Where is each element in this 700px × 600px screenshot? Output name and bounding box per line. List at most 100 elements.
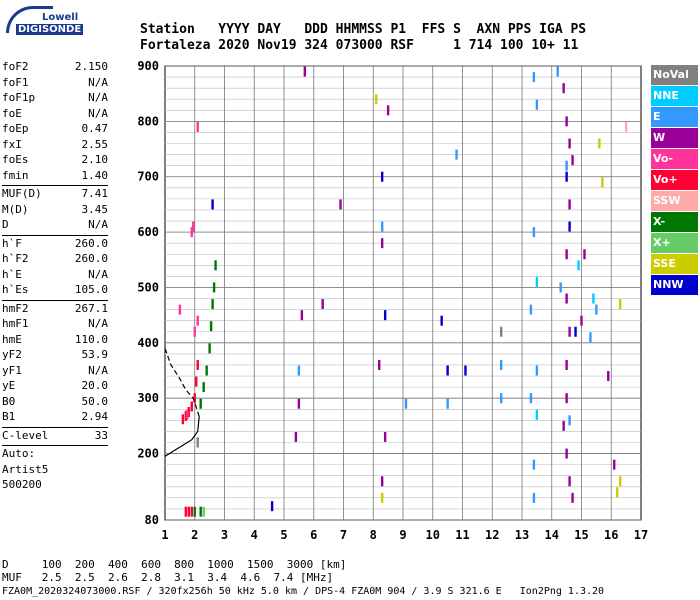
data-point-e — [532, 72, 536, 83]
y-tick-label: 80 — [145, 513, 159, 527]
data-marks — [178, 66, 628, 517]
data-point-x — [208, 343, 211, 354]
legend-item-noval: NoVal — [651, 65, 698, 85]
y-tick-label: 400 — [137, 336, 159, 350]
data-point-w — [297, 398, 301, 409]
data-point-w — [565, 293, 568, 304]
data-point-e — [455, 149, 458, 160]
data-point-w — [568, 199, 571, 210]
footer-file-info: FZA0M_2020324073000.RSF / 320fx256h 50 k… — [2, 586, 605, 597]
param-row: yF1 N/A — [2, 364, 108, 380]
data-point-e — [499, 393, 503, 404]
data-point-vo — [181, 414, 185, 425]
data-point-e — [595, 304, 598, 315]
param-value: N/A — [88, 317, 108, 330]
x-tick-label: 16 — [604, 528, 618, 542]
data-point-nnw — [568, 221, 571, 232]
param-row: B1 2.94 — [2, 410, 108, 426]
data-point-vo — [190, 227, 193, 238]
data-point-sse — [380, 492, 384, 503]
param-value: 3.45 — [81, 202, 109, 216]
data-point-e — [532, 227, 536, 238]
x-tick-label: 9 — [399, 528, 406, 542]
data-point-x — [211, 299, 214, 310]
data-point-vo — [196, 359, 199, 370]
legend-item-sse: SSE — [651, 254, 698, 274]
x-tick-label: 14 — [545, 528, 559, 542]
param-label: M(D) — [2, 202, 29, 216]
data-point-x — [214, 260, 217, 271]
data-point-w — [294, 431, 298, 442]
param-label: foEs — [2, 153, 29, 166]
x-tick-label: 6 — [310, 528, 317, 542]
data-point-w — [303, 66, 307, 77]
data-point-w — [613, 459, 616, 470]
param-value: N/A — [88, 106, 108, 120]
data-point-x — [202, 506, 205, 517]
param-value: 0.47 — [81, 122, 109, 135]
param-label: h`Es — [2, 283, 29, 296]
legend-item-e: E — [651, 107, 698, 127]
data-point-vo — [186, 409, 189, 420]
param-separator — [2, 234, 108, 236]
profile-curve-solid — [164, 416, 200, 457]
data-point-e — [568, 415, 571, 426]
param-value: 260.0 — [74, 252, 108, 265]
param-separator — [2, 185, 108, 186]
param-label: hmF1 — [2, 317, 29, 330]
data-point-e — [559, 282, 562, 293]
data-point-w — [565, 359, 568, 370]
param-row: C-level 33 — [2, 429, 108, 445]
data-point-x — [193, 506, 196, 517]
data-point-noval — [196, 437, 199, 448]
data-point-vo — [187, 407, 190, 418]
data-point-vo — [178, 304, 182, 315]
param-row: fxI 2.55 — [2, 138, 108, 154]
data-point-vo — [193, 326, 196, 337]
param-value: N/A — [88, 363, 108, 377]
data-point-w — [571, 155, 574, 166]
footer-distance-row: D 100 200 400 600 800 1000 1500 3000 [km… — [2, 558, 347, 571]
legend-item-ssw: SSW — [651, 191, 698, 211]
profile-curves — [164, 348, 200, 457]
param-separator — [2, 426, 108, 428]
data-point-e — [589, 332, 592, 343]
param-value: 105.0 — [74, 283, 108, 296]
data-point-nnw — [446, 365, 449, 376]
y-tick-label: 300 — [137, 391, 159, 405]
data-point-w — [562, 420, 565, 431]
data-point-w — [562, 83, 565, 94]
grid — [165, 65, 641, 521]
data-point-e — [529, 304, 533, 315]
param-value: 2.55 — [81, 137, 109, 151]
data-point-nne — [535, 276, 539, 287]
data-point-e — [532, 459, 536, 470]
param-row: M(D) 3.45 — [2, 203, 108, 219]
x-tick-label: 15 — [574, 528, 588, 542]
param-label: D — [2, 218, 9, 231]
data-point-w — [583, 249, 586, 260]
data-point-x — [209, 321, 213, 332]
data-point-e — [535, 99, 539, 110]
param-label: foF1 — [2, 75, 29, 89]
param-row: foEs 2.10 — [2, 153, 108, 169]
logo-line2: DIGISONDE — [16, 24, 84, 35]
x-tick-label: 17 — [634, 528, 648, 542]
param-label: yF1 — [2, 363, 22, 377]
param-value: 7.41 — [81, 187, 109, 200]
param-value: N/A — [88, 218, 108, 231]
data-point-vo — [190, 506, 193, 517]
data-point-nnw — [380, 171, 384, 182]
param-value: 53.9 — [81, 348, 109, 361]
x-tick-label: 4 — [251, 528, 258, 542]
data-point-noval — [499, 326, 503, 337]
data-point-e — [535, 365, 539, 376]
data-point-sse — [375, 94, 378, 105]
param-row: foF1 N/A — [2, 76, 108, 92]
x-tick-label: 8 — [370, 528, 377, 542]
data-point-w — [383, 431, 387, 442]
data-point-w — [565, 116, 568, 127]
data-point-nne — [535, 409, 539, 420]
data-point-sse — [598, 138, 601, 149]
